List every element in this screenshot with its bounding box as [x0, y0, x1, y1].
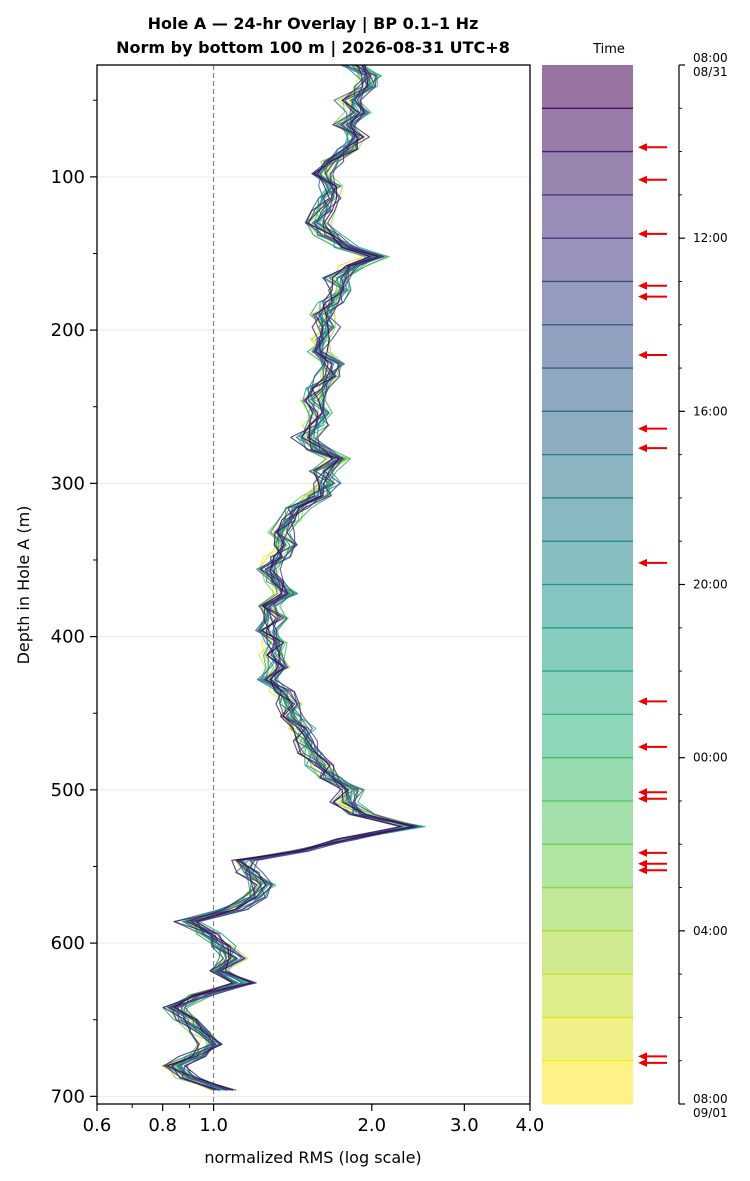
colorbar-band: [542, 368, 633, 412]
red-arrow-marker: [638, 424, 667, 433]
colorbar-band: [542, 65, 633, 109]
x-axis-label: normalized RMS (log scale): [204, 1148, 421, 1167]
red-arrow-marker: [638, 1058, 667, 1067]
red-arrow-marker: [638, 788, 667, 797]
x-tick-label: 0.8: [148, 1115, 177, 1136]
colorbar-arrows: [638, 143, 667, 1067]
colorbar-band: [542, 238, 633, 282]
series-group: [161, 64, 426, 1091]
colorbar-tick-label: 04:00: [693, 924, 728, 938]
colorbar-tick-sublabel: 09/01: [693, 1106, 728, 1120]
colorbar-tick-label: 12:00: [693, 231, 728, 245]
red-arrow-marker: [638, 229, 667, 238]
plot-frame: [96, 64, 531, 1105]
colorbar-band: [542, 541, 633, 585]
colorbar-band: [542, 887, 633, 932]
colorbar-band: [542, 454, 633, 499]
y-tick-label: 200: [51, 320, 85, 341]
colorbar-band: [542, 151, 633, 196]
y-tick-label: 700: [51, 1086, 85, 1107]
colorbar-band: [542, 930, 633, 975]
series-line: [179, 64, 421, 1091]
series-line: [181, 64, 422, 1091]
colorbar-label: Time: [592, 42, 625, 57]
red-arrow-marker: [638, 742, 667, 751]
colorbar-band: [542, 757, 633, 802]
colorbar-band: [542, 411, 633, 456]
red-arrow-marker: [638, 1052, 667, 1061]
red-arrow-marker: [638, 848, 667, 857]
chart-title-line1: Hole A — 24-hr Overlay | BP 0.1–1 Hz: [148, 14, 479, 34]
y-tick-label: 100: [51, 167, 85, 188]
chart-title-line2: Norm by bottom 100 m | 2026-08-31 UTC+8: [116, 38, 510, 58]
x-tick-label: 2.0: [357, 1115, 386, 1136]
y-tick-label: 300: [51, 473, 85, 494]
colorbar: [542, 65, 633, 1105]
red-arrow-marker: [638, 697, 667, 706]
red-arrow-marker: [638, 444, 667, 453]
red-arrow-marker: [638, 794, 667, 803]
series-line: [180, 64, 418, 1091]
colorbar-band: [542, 324, 633, 369]
series-line: [165, 64, 414, 1091]
series-line: [164, 64, 414, 1091]
y-axis-label: Depth in Hole A (m): [14, 506, 33, 665]
x-tick-label: 3.0: [450, 1115, 479, 1136]
colorbar-band: [542, 108, 633, 153]
colorbar-band: [542, 627, 633, 672]
colorbar-band: [542, 974, 633, 1018]
y-tick-label: 600: [51, 933, 85, 954]
series-line: [163, 64, 418, 1091]
colorbar-tick-label: 08:00: [693, 1092, 728, 1106]
red-arrow-marker: [638, 558, 667, 567]
x-tick-label: 1.0: [199, 1115, 228, 1136]
series-line: [167, 64, 410, 1091]
y-tick-label: 400: [51, 627, 85, 648]
red-arrow-marker: [638, 143, 667, 152]
red-arrow-marker: [638, 292, 667, 301]
series-line: [168, 64, 416, 1091]
colorbar-band: [542, 194, 633, 239]
red-arrow-marker: [638, 281, 667, 290]
colorbar-tick-label: 00:00: [693, 751, 728, 765]
red-arrow-marker: [638, 859, 667, 868]
x-axis-ticks: 0.6 0.8 1.0 2.0 3.0 4.0: [83, 1104, 545, 1136]
colorbar-band: [542, 671, 633, 715]
colorbar-band: [542, 497, 633, 542]
red-arrow-marker: [638, 175, 667, 184]
colorbar-tick-sublabel: 08/31: [693, 65, 728, 79]
x-tick-label: 4.0: [516, 1115, 545, 1136]
colorbar-tick-label: 08:00: [693, 51, 728, 65]
red-arrow-marker: [638, 351, 667, 360]
colorbar-band: [542, 1060, 633, 1105]
x-tick-label: 0.6: [83, 1115, 112, 1136]
series-line: [176, 64, 418, 1091]
colorbar-band: [542, 844, 633, 889]
series-line: [162, 64, 405, 1091]
colorbar-band: [542, 714, 633, 759]
colorbar-time-axis: 08:0008/3112:0016:0020:0000:0004:0008:00…: [678, 51, 728, 1120]
y-axis-ticks: 100 200 300 400 500 600 700: [51, 99, 97, 1107]
colorbar-band: [542, 800, 633, 845]
red-arrow-marker: [638, 866, 667, 875]
colorbar-tick-label: 20:00: [693, 578, 728, 592]
colorbar-tick-label: 16:00: [693, 404, 728, 418]
y-tick-label: 500: [51, 780, 85, 801]
colorbar-band: [542, 281, 633, 326]
colorbar-band: [542, 1017, 633, 1062]
colorbar-band: [542, 584, 633, 629]
series-line: [162, 64, 403, 1091]
